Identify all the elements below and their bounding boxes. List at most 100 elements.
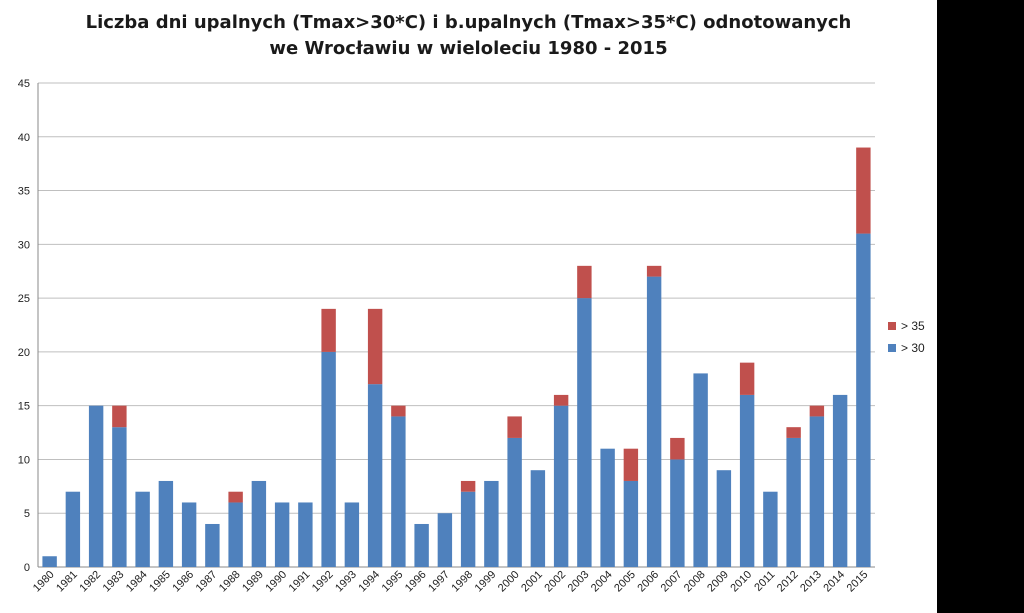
x-tick-label: 2012	[775, 569, 801, 595]
x-tick-label: 1989	[240, 569, 266, 595]
x-tick-label: 2001	[519, 569, 545, 595]
bar-segment-gt30-1983	[112, 427, 127, 567]
bar-segment-gt30-1990	[274, 502, 290, 567]
chart-title-line-2: we Wrocławiu w wieloleciu 1980 - 2015	[269, 38, 668, 59]
x-tick-label: 1999	[473, 569, 499, 595]
bar-segment-gt35-2000	[507, 416, 522, 438]
x-tick-label: 2005	[612, 569, 638, 595]
bar-segment-gt30-1980	[42, 556, 57, 567]
bar-segment-gt30-1981	[65, 491, 81, 567]
y-tick-label: 45	[18, 78, 30, 90]
bar-segment-gt30-2015	[856, 233, 871, 568]
x-tick-label: 1985	[147, 569, 173, 595]
x-tick-label: 1986	[170, 569, 196, 595]
y-tick-label: 10	[18, 454, 30, 466]
x-tick-label: 1980	[31, 569, 57, 595]
x-tick-label: 1982	[77, 569, 103, 595]
bar-segment-gt30-1987	[205, 523, 220, 567]
bar-segment-gt35-2015	[856, 147, 871, 234]
x-tick-label: 2015	[845, 569, 871, 595]
bar-segment-gt30-2002	[553, 405, 569, 567]
y-tick-label: 30	[18, 239, 30, 251]
bar-segment-gt30-1992	[321, 351, 336, 567]
bar-segment-gt35-1983	[112, 405, 127, 428]
bar-segment-gt30-1986	[181, 502, 197, 567]
x-tick-label: 1981	[54, 569, 80, 595]
bar-segment-gt35-2006	[646, 265, 662, 277]
bar-segment-gt35-1988	[228, 491, 243, 503]
x-tick-label: 1983	[101, 569, 127, 595]
x-tick-label: 2000	[496, 569, 522, 595]
x-tick-label: 1993	[333, 569, 359, 595]
x-tick-label: 1991	[287, 569, 313, 595]
bar-segment-gt35-2002	[553, 394, 569, 406]
x-tick-label: 1988	[217, 569, 243, 595]
bar-segment-gt30-2006	[646, 276, 662, 567]
y-axis-ticks: 0 5 10 15 20 25 30 35 40 45	[18, 78, 30, 574]
bar-segment-gt30-1994	[367, 384, 383, 567]
bar-segment-gt35-1998	[460, 480, 476, 492]
bar-segment-gt30-1997	[437, 513, 453, 567]
x-tick-label: 2010	[728, 569, 754, 595]
bar-segment-gt35-2012	[786, 427, 801, 438]
x-tick-label: 1997	[426, 569, 452, 595]
bar-segment-gt35-1995	[391, 405, 406, 417]
bar-segment-gt30-1996	[414, 523, 429, 567]
bar-segment-gt30-2004	[600, 448, 615, 567]
bars	[42, 147, 871, 568]
legend-label: > 35	[901, 319, 925, 333]
y-tick-label: 0	[24, 562, 30, 574]
x-tick-label: 1992	[310, 569, 336, 595]
x-tick-label: 2006	[635, 569, 661, 595]
x-tick-label: 1984	[124, 569, 150, 595]
bar-segment-gt30-2000	[507, 437, 522, 567]
legend: > 35 > 30	[888, 319, 925, 355]
bar-segment-gt35-2003	[577, 265, 592, 299]
y-tick-label: 20	[18, 347, 30, 359]
x-tick-label: 2014	[821, 569, 847, 595]
x-tick-label: 1998	[449, 569, 475, 595]
x-tick-label: 2008	[682, 569, 708, 595]
bar-segment-gt30-1988	[228, 502, 243, 567]
gridlines	[37, 82, 875, 568]
chart-title-line-1: Liczba dni upalnych (Tmax>30*C) i b.upal…	[85, 12, 852, 33]
y-tick-label: 35	[18, 186, 30, 198]
bar-segment-gt30-2005	[623, 480, 639, 567]
chart-title: Liczba dni upalnych (Tmax>30*C) i b.upal…	[0, 10, 937, 62]
bar-segment-gt30-2012	[786, 437, 801, 567]
bar-segment-gt35-1992	[321, 308, 336, 352]
y-tick-label: 25	[18, 293, 30, 305]
x-tick-label: 1996	[403, 569, 429, 595]
bar-segment-gt30-2013	[809, 416, 825, 567]
bar-segment-gt35-2013	[809, 405, 825, 417]
bar-segment-gt30-2010	[739, 394, 755, 567]
x-tick-label: 1995	[380, 569, 406, 595]
bar-segment-gt35-2010	[739, 362, 755, 395]
bar-segment-gt30-1984	[135, 491, 150, 567]
x-tick-label: 2007	[659, 569, 685, 595]
bar-segment-gt30-1982	[88, 405, 104, 567]
legend-swatch	[888, 344, 896, 352]
x-tick-label: 2004	[589, 569, 615, 595]
y-tick-label: 40	[18, 132, 30, 144]
bar-segment-gt30-2007	[670, 459, 685, 567]
bar-segment-gt30-1999	[484, 480, 499, 567]
bar-segment-gt30-1993	[344, 502, 360, 567]
bar-segment-gt30-2008	[693, 373, 708, 567]
legend-swatch	[888, 322, 896, 330]
bar-segment-gt35-2007	[670, 437, 685, 460]
bar-segment-gt30-2001	[530, 470, 546, 567]
x-axis-ticks: 1980198119821983198419851986198719881989…	[31, 569, 871, 595]
x-tick-label: 1987	[194, 569, 220, 595]
x-tick-label: 2003	[566, 569, 592, 595]
bar-segment-gt30-2009	[716, 470, 732, 567]
y-tick-label: 5	[24, 508, 30, 520]
x-tick-label: 2011	[752, 569, 777, 594]
bar-segment-gt30-2003	[577, 298, 592, 567]
x-tick-label: 2002	[542, 569, 568, 595]
bar-segment-gt30-2011	[763, 491, 778, 567]
bar-segment-gt30-2014	[832, 394, 848, 567]
x-tick-label: 1994	[356, 569, 382, 595]
y-tick-label: 15	[18, 401, 30, 413]
